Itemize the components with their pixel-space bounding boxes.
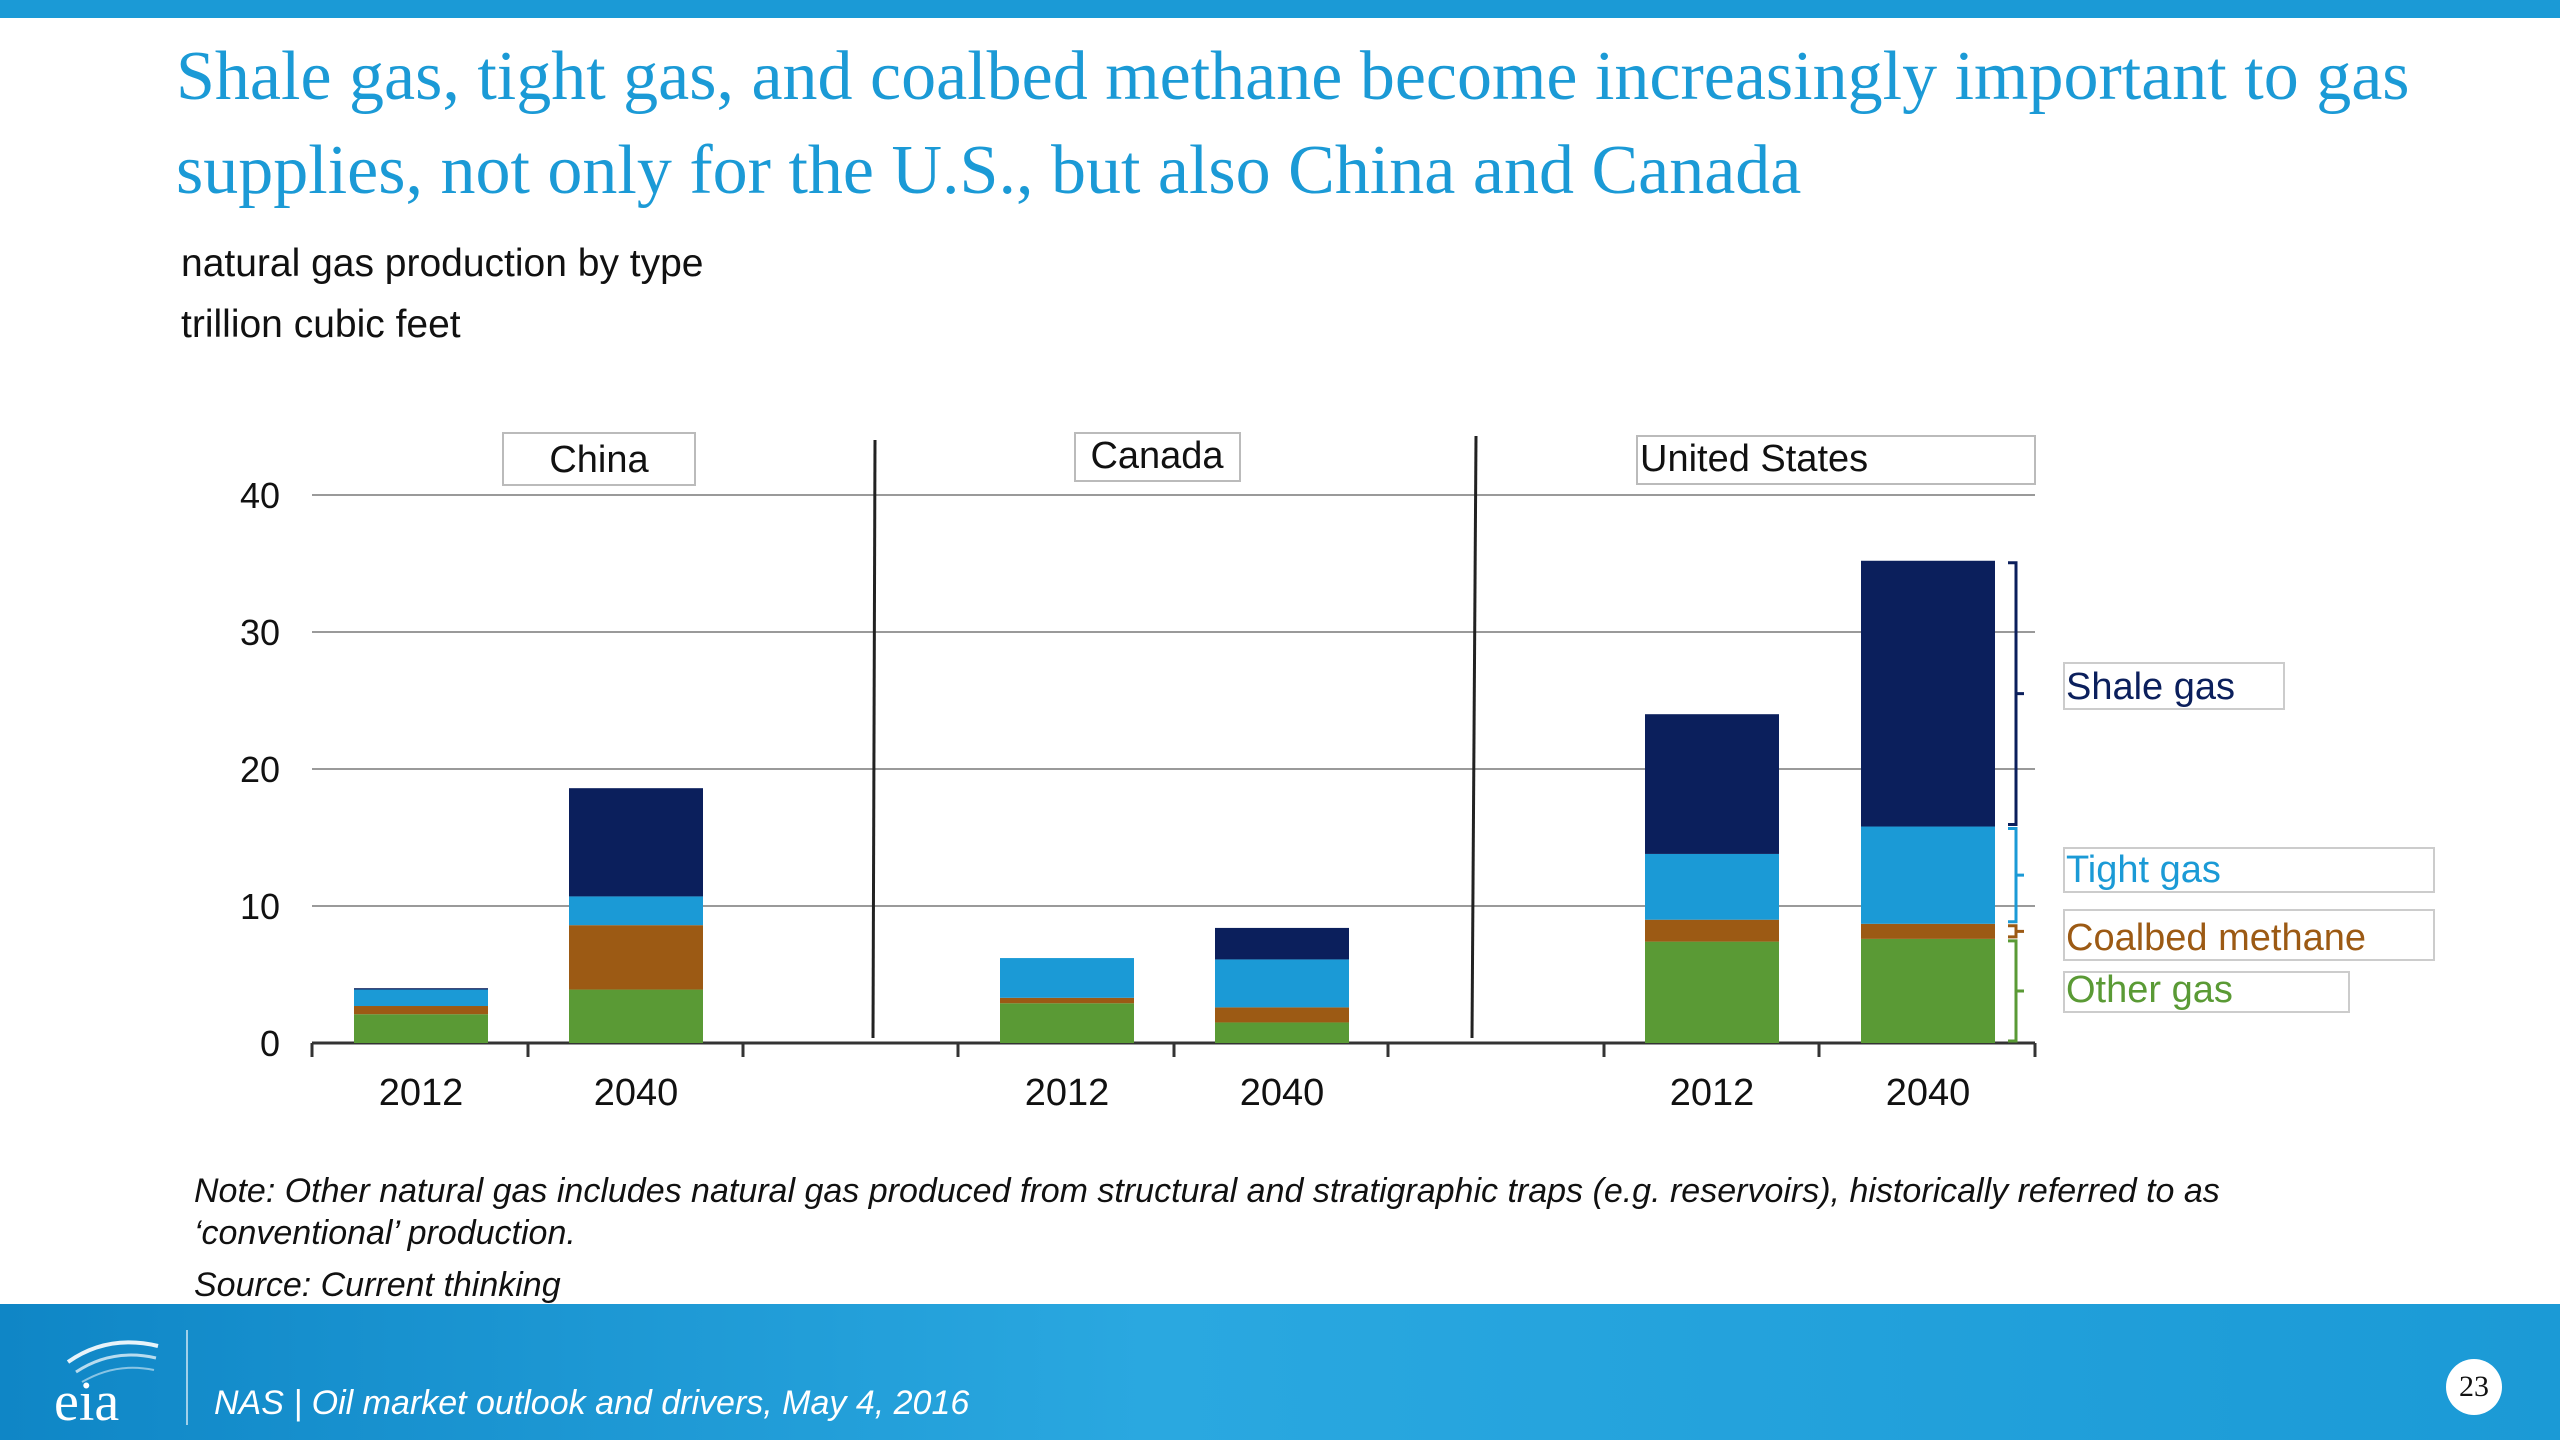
group-label-box	[1636, 435, 2036, 485]
bar-segment	[569, 788, 703, 897]
chart-source: Source: Current thinking	[194, 1266, 561, 1304]
group-label: United States	[1640, 438, 1868, 480]
legend-bracket	[2008, 924, 2024, 939]
y-tick-label: 10	[240, 886, 280, 927]
y-tick-label: 0	[260, 1023, 280, 1064]
chart-note: Note: Other natural gas includes natural…	[194, 1172, 2220, 1252]
footer-bar	[0, 1304, 2560, 1440]
bar-segment	[354, 988, 488, 990]
bar-segment	[1645, 714, 1779, 854]
legend-label-box	[2063, 971, 2350, 1013]
legend-bracket	[2008, 561, 2024, 827]
bar-segment	[569, 896, 703, 926]
legend-label: Shale gas	[2066, 666, 2235, 708]
bar-segment	[569, 989, 703, 1043]
x-tick-label: 2012	[379, 1072, 464, 1114]
page-number: 23	[2446, 1359, 2502, 1415]
group-label: Canada	[1090, 435, 1224, 477]
bar-segment	[354, 989, 488, 1007]
eia-logo-text: eia	[54, 1371, 119, 1433]
bar-segment	[354, 1006, 488, 1015]
group-label-box	[1074, 432, 1241, 482]
bar-segment	[1215, 1007, 1349, 1023]
group-label-box	[502, 432, 696, 486]
legend-label-box	[2063, 662, 2285, 710]
bar-segment	[1645, 941, 1779, 1043]
chart-subtitle: natural gas production by type	[181, 242, 704, 285]
bar-segment	[1000, 997, 1134, 1004]
bar-segment	[1861, 560, 1995, 827]
legend-bracket	[2008, 939, 2024, 1043]
x-tick-label: 2012	[1670, 1072, 1755, 1114]
x-tick-label: 2040	[594, 1072, 679, 1114]
bar-segment	[1861, 923, 1995, 939]
panel-separator	[1470, 435, 1478, 1039]
legend-label: Other gas	[2066, 969, 2233, 1011]
bar-segment	[1645, 853, 1779, 920]
bar-segment	[1000, 958, 1134, 998]
y-tick-label: 20	[240, 749, 280, 790]
bar-segment	[1215, 1022, 1349, 1043]
group-label: China	[549, 439, 649, 481]
x-tick-label: 2012	[1025, 1072, 1110, 1114]
bar-segment	[1215, 959, 1349, 1008]
x-tick-label: 2040	[1886, 1072, 1971, 1114]
footer-text: NAS | Oil market outlook and drivers, Ma…	[214, 1384, 970, 1422]
bar-segment	[1645, 919, 1779, 942]
bar-segment	[1861, 938, 1995, 1043]
x-tick-label: 2040	[1240, 1072, 1325, 1114]
y-tick-label: 30	[240, 612, 280, 653]
legend-label: Tight gas	[2066, 849, 2221, 891]
eia-logo: eia	[54, 1340, 159, 1433]
bar-segment	[1000, 1003, 1134, 1043]
bar-segment	[1215, 927, 1349, 960]
bar-segment	[1861, 826, 1995, 924]
legend-label: Coalbed methane	[2066, 917, 2366, 959]
stacked-bar-chart: 0 10 20 30 40 China Canada United States 2012 204…	[240, 432, 2435, 1114]
bar-segment	[569, 925, 703, 990]
slide-title: Shale gas, tight gas, and coalbed methan…	[176, 38, 2410, 209]
legend-label-box	[2063, 847, 2435, 893]
footer-divider	[186, 1330, 188, 1425]
bar-segment	[354, 1014, 488, 1043]
legend-bracket	[2008, 827, 2024, 924]
top-accent-bar	[0, 0, 2560, 18]
y-tick-label: 40	[240, 475, 280, 516]
chart-units: trillion cubic feet	[181, 303, 461, 346]
panel-separator	[871, 439, 877, 1039]
legend-label-box	[2063, 909, 2435, 961]
